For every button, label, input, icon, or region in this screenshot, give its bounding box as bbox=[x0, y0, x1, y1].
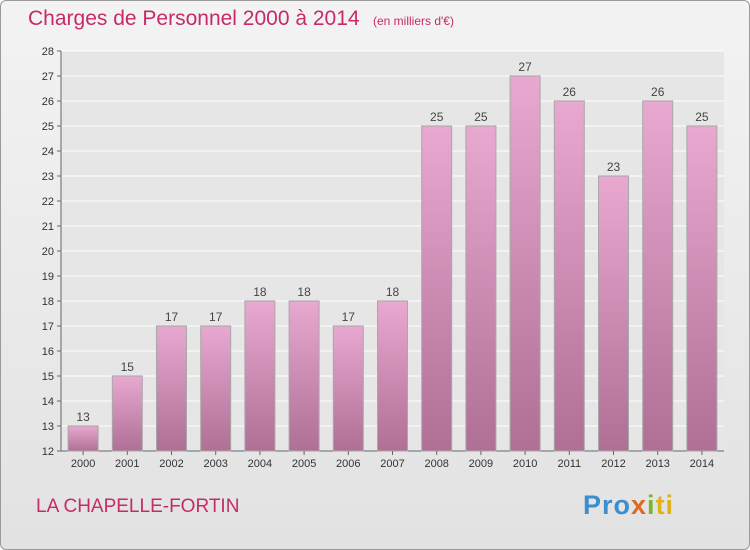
bar bbox=[288, 300, 320, 452]
data-label: 18 bbox=[253, 285, 267, 299]
logo-part: i bbox=[647, 490, 656, 520]
chart-subtitle: (en milliers d'€) bbox=[373, 14, 454, 28]
town-name: LA CHAPELLE-FORTIN bbox=[36, 496, 240, 517]
y-tick-label: 16 bbox=[42, 346, 54, 358]
x-tick-label: 2012 bbox=[601, 458, 625, 470]
y-tick-label: 22 bbox=[42, 196, 54, 208]
data-label: 18 bbox=[386, 285, 400, 299]
x-tick-label: 2014 bbox=[690, 458, 714, 470]
y-tick-label: 27 bbox=[42, 71, 54, 83]
data-label: 25 bbox=[430, 110, 444, 124]
data-label: 25 bbox=[695, 110, 709, 124]
bar bbox=[156, 325, 187, 452]
x-tick-label: 2000 bbox=[71, 458, 95, 470]
bar bbox=[200, 325, 232, 452]
bar bbox=[553, 100, 585, 452]
bar bbox=[332, 325, 364, 452]
y-tick-label: 21 bbox=[42, 221, 54, 233]
data-label: 13 bbox=[76, 410, 90, 424]
data-label: 26 bbox=[563, 85, 577, 99]
data-label: 27 bbox=[518, 60, 532, 74]
x-tick-label: 2003 bbox=[203, 458, 227, 470]
data-label: 17 bbox=[209, 310, 223, 324]
data-label: 17 bbox=[342, 310, 356, 324]
bar bbox=[642, 100, 674, 452]
data-label: 17 bbox=[165, 310, 179, 324]
y-tick-label: 23 bbox=[42, 171, 54, 183]
bar bbox=[111, 375, 143, 452]
bar bbox=[686, 125, 718, 452]
y-tick-label: 13 bbox=[42, 421, 54, 433]
y-tick-label: 12 bbox=[42, 446, 54, 458]
chart-title: Charges de Personnel 2000 à 2014 bbox=[28, 7, 360, 30]
y-tick-label: 17 bbox=[42, 321, 54, 333]
x-tick-label: 2010 bbox=[513, 458, 537, 470]
data-label: 23 bbox=[607, 160, 621, 174]
x-tick-label: 2005 bbox=[292, 458, 316, 470]
x-tick-label: 2008 bbox=[424, 458, 448, 470]
y-tick-label: 28 bbox=[42, 46, 54, 58]
y-tick-label: 18 bbox=[42, 296, 54, 308]
logo-part: ti bbox=[655, 490, 675, 520]
bar bbox=[598, 175, 629, 452]
y-tick-label: 24 bbox=[42, 146, 54, 158]
y-tick-label: 25 bbox=[42, 121, 54, 133]
logo-part: Pro bbox=[583, 490, 632, 520]
x-tick-label: 2006 bbox=[336, 458, 360, 470]
bar bbox=[509, 75, 541, 452]
x-tick-label: 2001 bbox=[115, 458, 139, 470]
bar bbox=[244, 300, 276, 452]
data-label: 15 bbox=[121, 360, 135, 374]
y-tick-label: 19 bbox=[42, 271, 54, 283]
x-tick-label: 2002 bbox=[159, 458, 183, 470]
bar bbox=[67, 425, 99, 452]
y-tick-label: 14 bbox=[42, 396, 54, 408]
y-tick-label: 26 bbox=[42, 96, 54, 108]
bar bbox=[465, 125, 497, 452]
data-label: 25 bbox=[474, 110, 488, 124]
logo-part: x bbox=[631, 490, 648, 520]
x-tick-label: 2011 bbox=[557, 458, 581, 470]
x-tick-label: 2013 bbox=[645, 458, 669, 470]
bar bbox=[377, 300, 408, 452]
y-tick-label: 20 bbox=[42, 246, 54, 258]
x-tick-label: 2004 bbox=[248, 458, 272, 470]
bar bbox=[421, 125, 453, 452]
x-tick-label: 2007 bbox=[380, 458, 404, 470]
data-label: 18 bbox=[297, 285, 311, 299]
y-tick-label: 15 bbox=[42, 371, 54, 383]
x-tick-label: 2009 bbox=[469, 458, 493, 470]
proxiti-logo[interactable]: Proxiti bbox=[583, 490, 674, 521]
data-label: 26 bbox=[651, 85, 665, 99]
